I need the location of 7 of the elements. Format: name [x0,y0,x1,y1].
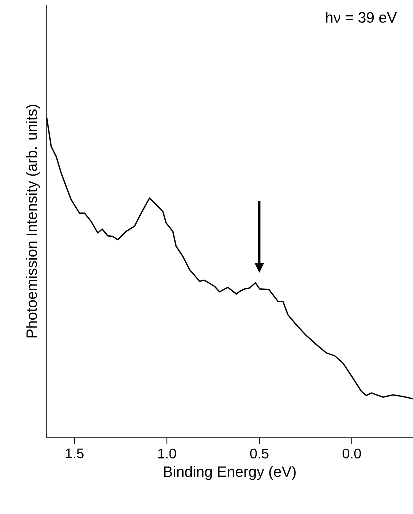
x-tick-label: 0.5 [250,448,269,459]
y-axis-title: Photoemission Intensity (arb. units) [26,105,40,338]
x-axis-title: Binding Energy (eV) [164,466,296,480]
x-tick-label: 0.0 [342,448,362,459]
text: hν = 39 eV [326,12,398,23]
x-tick-label: 1.0 [158,448,176,459]
x-tick-label: 1.5 [66,448,84,459]
